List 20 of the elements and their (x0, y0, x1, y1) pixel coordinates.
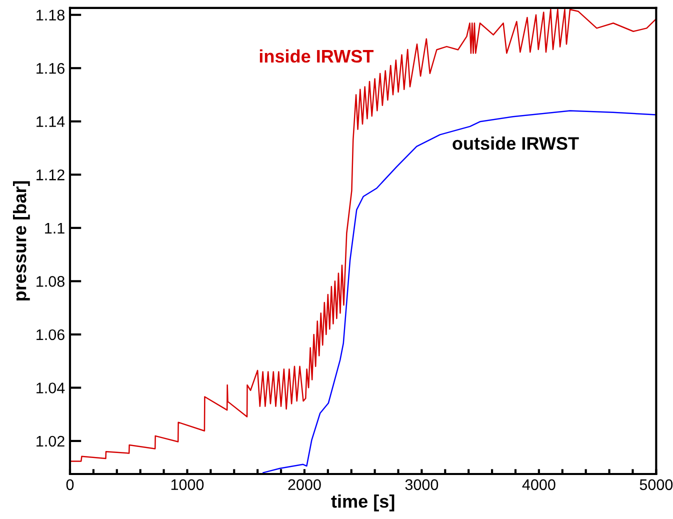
y-tick-label: 1.16 (36, 62, 64, 74)
y-tick-label: 1.12 (36, 170, 64, 180)
y-axis-title: pressure [bar] (13, 181, 30, 300)
y-tick-label: 1.14 (36, 116, 65, 127)
series-label: outside IRWST (452, 136, 579, 150)
y-tick-label: 1.18 (36, 10, 64, 21)
series-label: inside IRWST (260, 49, 374, 63)
x-tick-label: 4000 (522, 479, 556, 490)
x-tick-label: 3000 (405, 479, 438, 490)
y-tick-label: 1.02 (36, 436, 64, 447)
x-tick-label: 2000 (288, 479, 321, 490)
x-tick-label: 5000 (640, 479, 673, 490)
x-tick-label: 0 (66, 479, 74, 490)
x-axis-title: time [s] (331, 494, 394, 512)
y-tick-label: 1.04 (36, 382, 65, 394)
line-series (262, 110, 656, 474)
y-tick-label: 1.06 (36, 329, 64, 340)
y-tick-label: 1.1 (45, 222, 64, 234)
x-tick-label: 1000 (171, 479, 204, 490)
y-tick-label: 1.08 (36, 276, 64, 287)
